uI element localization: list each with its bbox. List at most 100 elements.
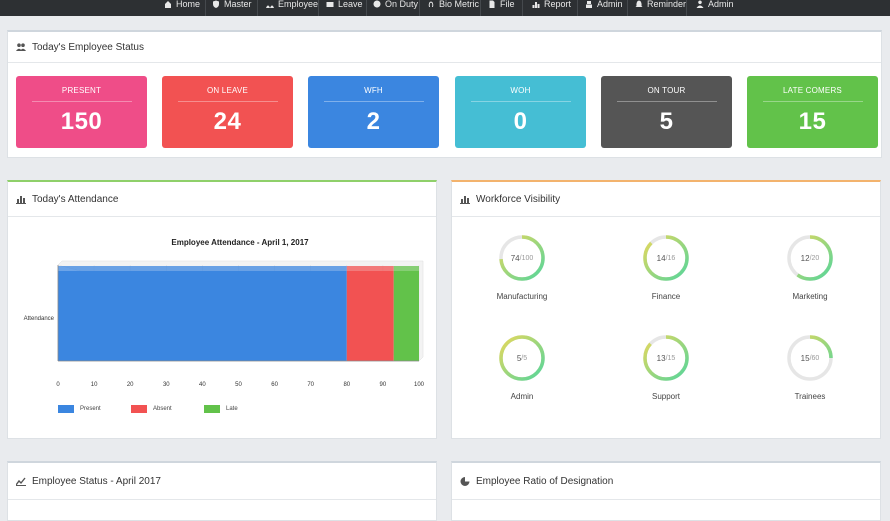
status-card-wfh[interactable]: WFH 2 — [308, 76, 439, 148]
gauge-value: 13/15 — [642, 334, 690, 382]
employee-status-month-panel: Employee Status - April 2017 — [7, 461, 437, 521]
legend-item-present[interactable]: Present — [58, 405, 101, 413]
fingerprint-icon — [428, 1, 434, 7]
nav-item-label: File — [500, 0, 515, 9]
x-tick-label: 50 — [235, 382, 242, 388]
top-navbar: Home Master Employee Leave On Duty Bio Metric… — [0, 0, 890, 16]
bar-absent[interactable] — [346, 271, 394, 361]
gauge-label: Marketing — [792, 292, 828, 301]
bar-late[interactable] — [393, 271, 419, 361]
gauge-finance[interactable]: 14/16 — [642, 234, 690, 282]
chart-icon — [532, 2, 540, 8]
nav-item-reminder[interactable]: Reminder — [635, 0, 686, 16]
bar-top-present — [58, 266, 347, 271]
status-card-value: 24 — [213, 108, 242, 135]
designation-ratio-panel: Employee Ratio of Designation — [451, 461, 881, 521]
file-icon — [489, 0, 495, 8]
legend-swatch — [204, 405, 220, 413]
nav-item-admin[interactable]: Admin — [585, 0, 623, 16]
nav-separator — [577, 0, 578, 16]
bar-top-absent — [346, 266, 394, 271]
status-card-divider — [470, 101, 571, 102]
nav-item-label: Reminder — [647, 0, 687, 9]
gauge-count: 12 — [800, 253, 810, 263]
x-tick-label: 0 — [56, 382, 60, 388]
gauge-value: 12/20 — [786, 234, 834, 282]
attendance-title: Today's Attendance — [32, 193, 119, 205]
status-card-woh[interactable]: WOH 0 — [455, 76, 586, 148]
nav-item-on-duty[interactable]: On Duty — [373, 0, 418, 16]
legend-item-late[interactable]: Late — [204, 405, 238, 413]
gauge-label: Manufacturing — [496, 292, 548, 301]
gauge-ring — [787, 335, 833, 381]
gauge-value: 14/16 — [642, 234, 690, 282]
gauge-label: Trainees — [794, 392, 826, 401]
x-tick-label: 30 — [163, 382, 170, 388]
nav-item-label: Admin — [597, 0, 623, 9]
nav-item-file[interactable]: File — [488, 0, 515, 16]
employee-status-title: Today's Employee Status — [32, 41, 144, 53]
legend-swatch — [131, 405, 147, 413]
gauge-total: /16 — [665, 254, 676, 262]
clock-icon — [373, 0, 381, 8]
nav-separator — [318, 0, 319, 16]
gauge-ring — [643, 335, 689, 381]
gauge-count: 74 — [510, 253, 520, 263]
x-tick-label: 70 — [307, 382, 314, 388]
status-card-present[interactable]: PRESENT 150 — [16, 76, 147, 148]
status-card-label: LATE COMERS — [783, 86, 842, 95]
bar-present[interactable] — [58, 271, 347, 361]
nav-item-master[interactable]: Master — [212, 0, 252, 16]
status-card-late-comers[interactable]: LATE COMERS 15 — [747, 76, 878, 148]
nav-item-employee[interactable]: Employee — [266, 0, 318, 16]
nav-item-label: On Duty — [385, 0, 419, 9]
nav-item-bio-metric[interactable]: Bio Metric — [427, 0, 479, 16]
attendance-chart: 0 10 20 30 40 50 60 70 80 90 100 Attendance — [24, 260, 425, 388]
gauge-trainees[interactable]: 15/60 — [786, 334, 834, 382]
nav-item-admin[interactable]: Admin — [696, 0, 734, 16]
gauge-manufacturing[interactable]: 74/100 — [498, 234, 546, 282]
gauge-count: 14 — [656, 253, 666, 263]
users-icon — [266, 5, 274, 8]
nav-separator — [257, 0, 258, 16]
gauge-support[interactable]: 13/15 — [642, 334, 690, 382]
gauge-ring — [787, 235, 833, 281]
gauge-marketing[interactable]: 12/20 — [786, 234, 834, 282]
user-icon — [696, 0, 704, 8]
gauge-total: /100 — [519, 254, 534, 262]
bar-top-late — [393, 266, 419, 271]
chart-title: Employee Attendance - April 1, 2017 — [171, 238, 309, 247]
nav-item-leave[interactable]: Leave — [326, 0, 363, 16]
gauge-ring — [499, 335, 545, 381]
workforce-header: Workforce Visibility — [452, 182, 880, 217]
nav-separator — [205, 0, 206, 16]
gauge-admin[interactable]: 5/5 — [498, 334, 546, 382]
legend-swatch — [58, 405, 74, 413]
x-tick-label: 90 — [380, 382, 387, 388]
x-tick-label: 80 — [343, 382, 350, 388]
x-tick-label: 40 — [199, 382, 206, 388]
status-card-on-tour[interactable]: ON TOUR 5 — [601, 76, 732, 148]
gauge-value: 5/5 — [498, 334, 546, 382]
status-card-label: PRESENT — [61, 86, 102, 95]
nav-item-label: Home — [176, 0, 201, 9]
gauge-fill — [787, 235, 833, 281]
legend-item-absent[interactable]: Absent — [131, 405, 172, 413]
x-tick-label: 60 — [271, 382, 278, 388]
pie-chart-icon — [460, 476, 470, 486]
gauge-label: Finance — [651, 292, 681, 301]
legend-label: Absent — [153, 406, 172, 412]
status-card-label: ON LEAVE — [206, 86, 249, 95]
gauge-ring — [643, 235, 689, 281]
designation-ratio-title: Employee Ratio of Designation — [476, 475, 614, 487]
shield-icon — [213, 0, 219, 8]
gauge-value: 15/60 — [786, 334, 834, 382]
gauge-fill — [643, 235, 689, 281]
nav-separator — [480, 0, 481, 16]
nav-item-home[interactable]: Home — [164, 0, 200, 16]
status-card-divider — [323, 101, 424, 102]
status-card-on-leave[interactable]: ON LEAVE 24 — [162, 76, 293, 148]
nav-item-report[interactable]: Report — [532, 0, 571, 16]
designation-ratio-header: Employee Ratio of Designation — [452, 463, 880, 500]
gauge-fill — [643, 335, 689, 381]
